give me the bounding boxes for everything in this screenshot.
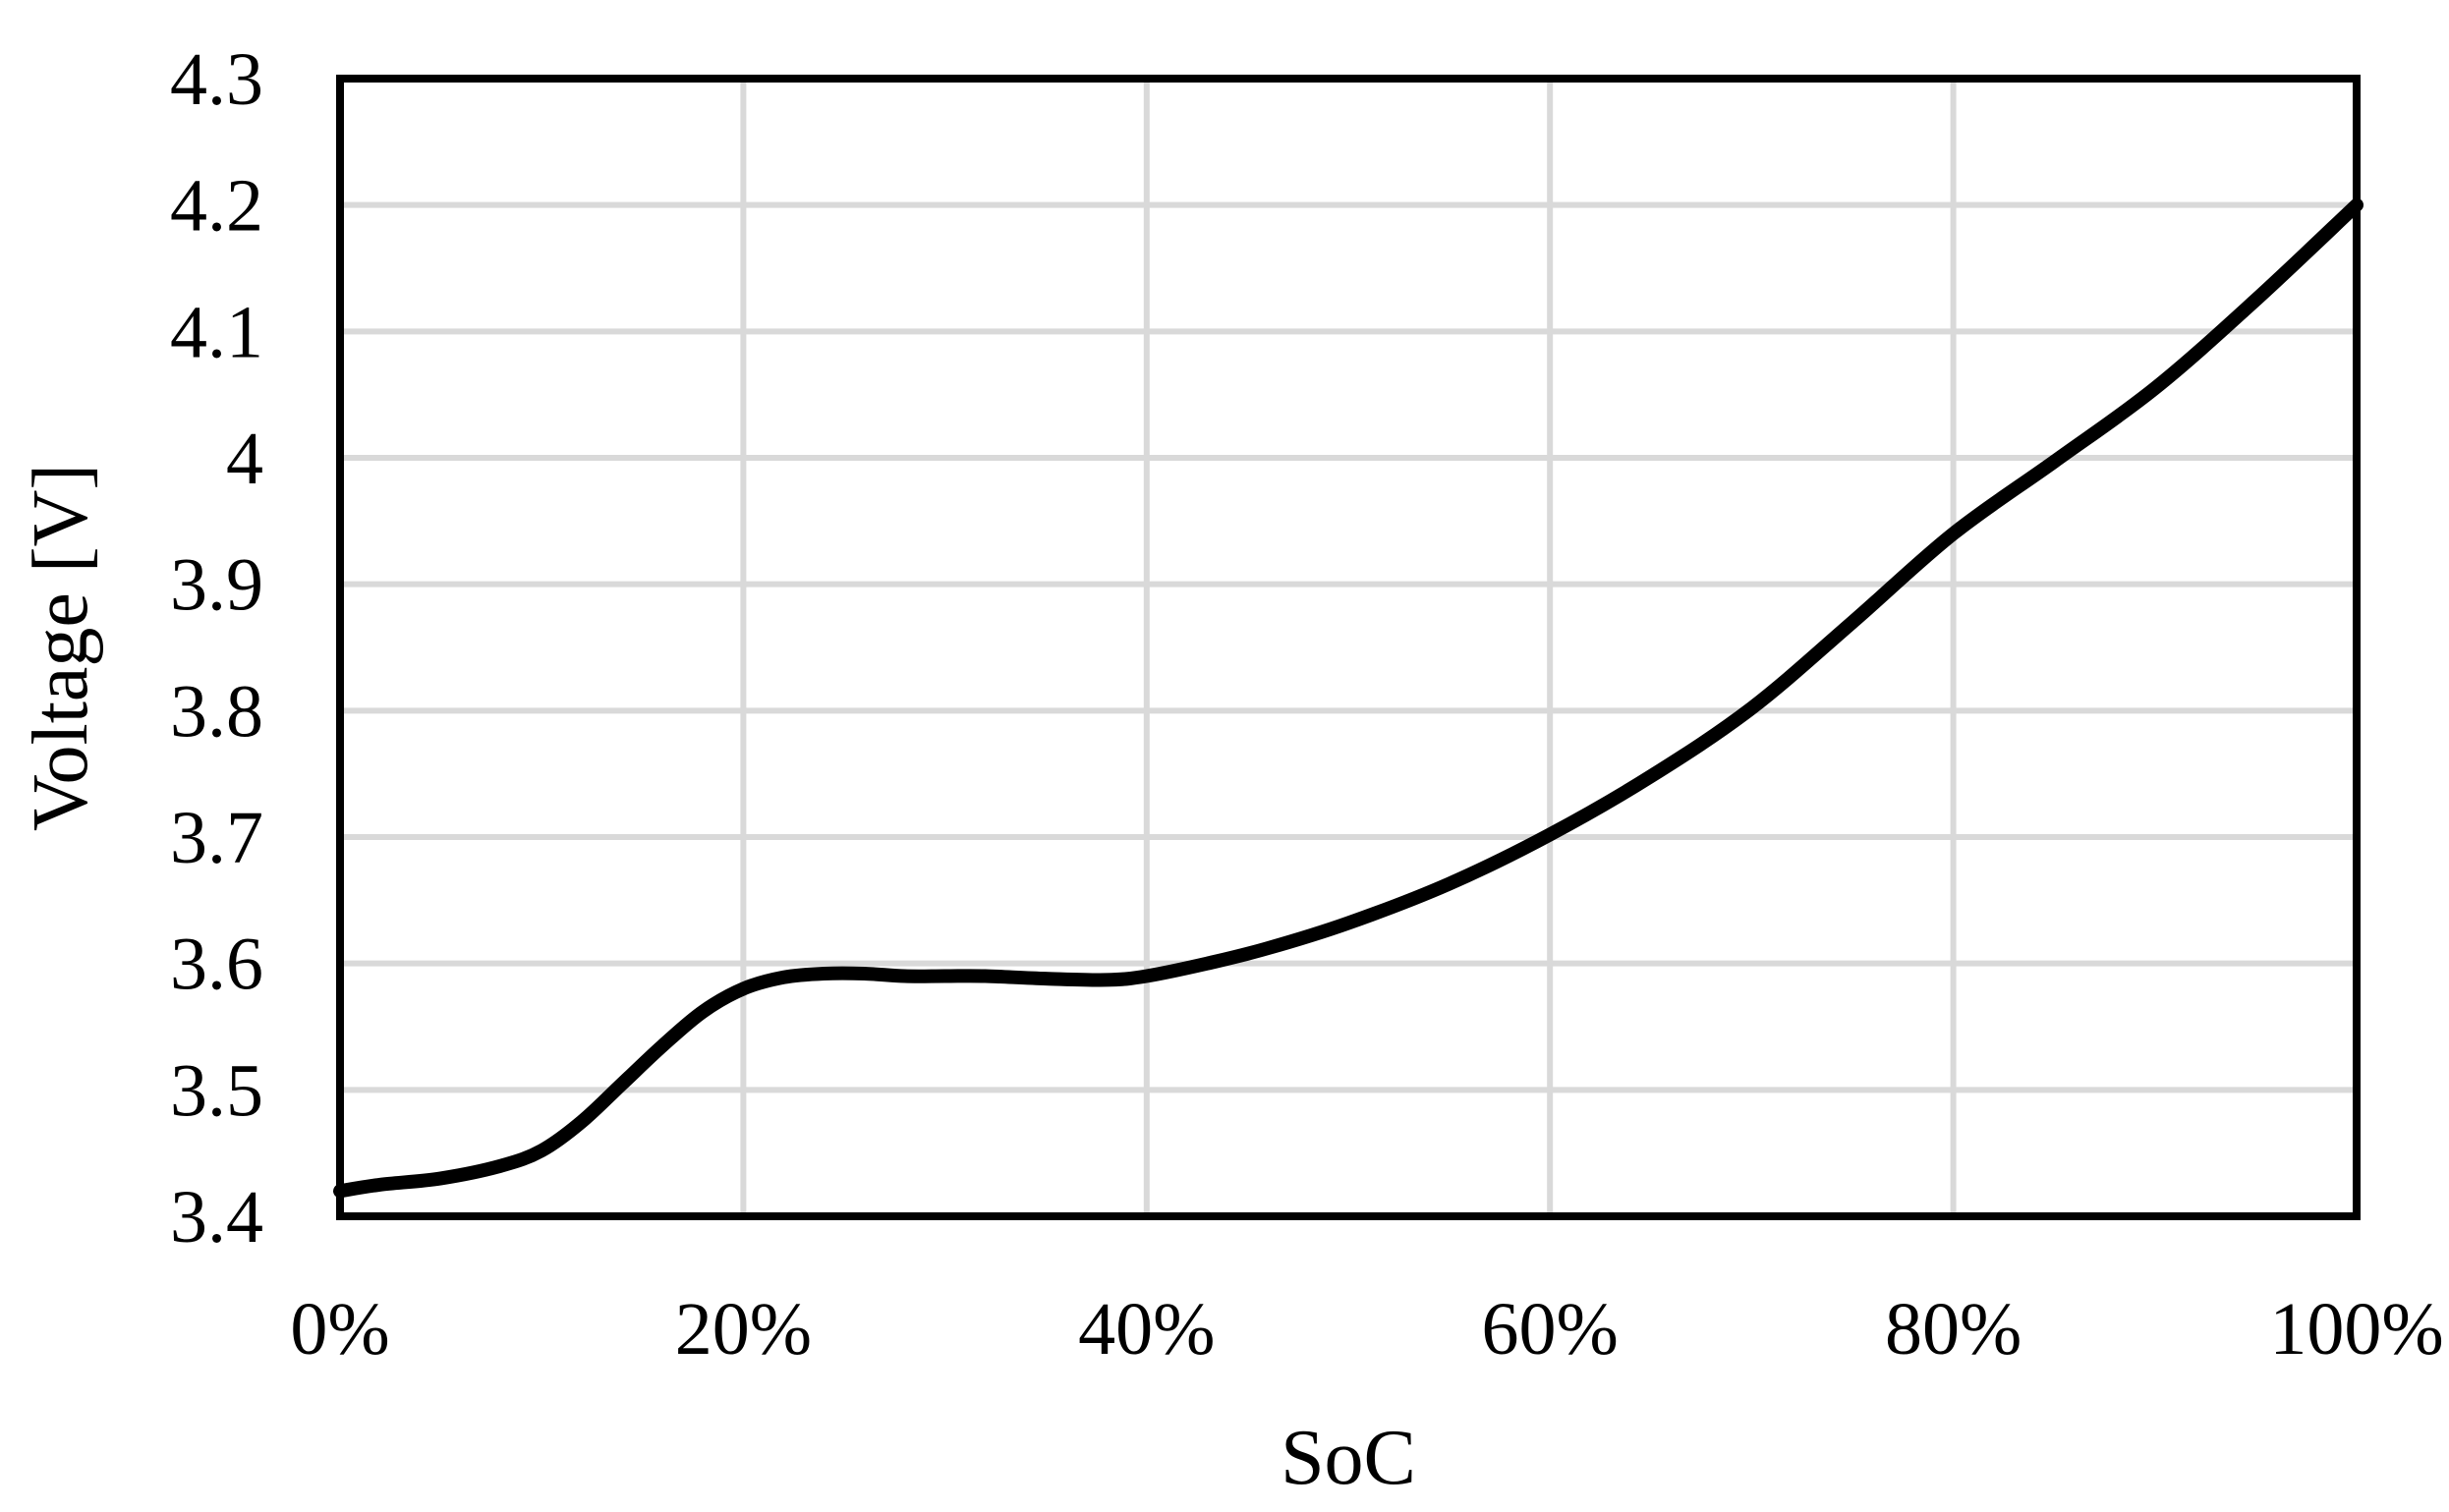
y-tick-label: 3.9 xyxy=(170,544,263,627)
y-tick-label: 4.3 xyxy=(170,38,263,121)
y-tick-label: 3.5 xyxy=(170,1049,263,1132)
series-layer xyxy=(333,197,2364,1199)
plot-area-frame xyxy=(336,75,2361,1220)
y-axis-label: Voltage [V] xyxy=(18,464,104,831)
y-tick-label: 3.4 xyxy=(170,1176,263,1259)
y-tick-label: 4.2 xyxy=(170,165,263,248)
y-tick-label: 4.1 xyxy=(170,291,263,373)
x-axis-tick-labels: 0% 20% 40% 60% 80% 100% xyxy=(290,1288,2443,1371)
x-tick-label: 40% xyxy=(1078,1288,1215,1371)
x-tick-label: 80% xyxy=(1885,1288,2022,1371)
x-tick-label: 100% xyxy=(2269,1288,2443,1371)
x-tick-label: 0% xyxy=(290,1288,389,1371)
y-axis-tick-labels: 3.4 3.5 3.6 3.7 3.8 3.9 4 4.1 4.2 4.3 xyxy=(170,38,263,1259)
series-line-voltage xyxy=(333,197,2364,1199)
x-tick-label: 60% xyxy=(1482,1288,1619,1371)
y-tick-label: 4 xyxy=(226,418,263,500)
grid xyxy=(337,76,2360,1219)
y-tick-label: 3.6 xyxy=(170,924,263,1006)
x-axis-label: SoC xyxy=(1281,1415,1416,1501)
y-tick-label: 3.7 xyxy=(170,797,263,879)
y-tick-label: 3.8 xyxy=(170,670,263,753)
x-tick-label: 20% xyxy=(675,1288,812,1371)
